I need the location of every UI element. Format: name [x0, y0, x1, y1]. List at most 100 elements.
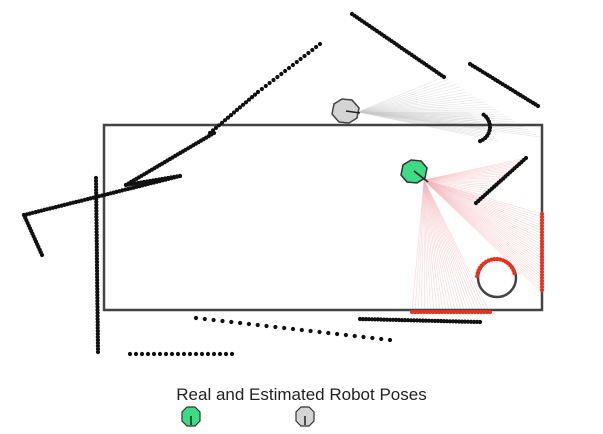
scan-point [396, 317, 402, 323]
scan-point [94, 250, 99, 256]
scan-point [405, 318, 411, 323]
scan-ray [357, 111, 475, 118]
scan-point [95, 274, 100, 280]
matched-point [436, 309, 442, 315]
scan-ray [423, 179, 543, 254]
real-robot-scan-rays [411, 157, 543, 313]
scan-point [94, 238, 99, 244]
scan-point [453, 319, 459, 324]
scan-ray [423, 179, 438, 313]
scan-point [471, 319, 477, 324]
scan-point [94, 226, 99, 232]
scan-point [169, 351, 175, 357]
scan-point [95, 349, 101, 355]
scan-ray [423, 179, 428, 313]
matched-point [433, 309, 439, 315]
scan-point [205, 351, 211, 357]
matched-point [418, 309, 424, 315]
scan-point [157, 351, 163, 357]
scan-point [95, 295, 100, 301]
scan-ray [414, 179, 425, 313]
scan-point [246, 321, 251, 327]
scan-ray [423, 179, 456, 313]
scan-point [94, 256, 99, 262]
scan-ray [423, 179, 543, 248]
scan-point [450, 319, 456, 324]
matched-point [466, 309, 472, 315]
scan-ray [357, 96, 477, 113]
matched-point [445, 309, 451, 315]
scan-ray [423, 179, 543, 251]
scan-point [402, 318, 408, 323]
scan-point [393, 317, 399, 322]
scan-point [231, 110, 237, 115]
scan-point [426, 318, 432, 323]
scan-point [94, 241, 99, 247]
scan-ray [423, 179, 475, 313]
scan-point [441, 319, 447, 324]
scan-point [95, 292, 100, 298]
scan-point [246, 97, 252, 102]
scan-point [202, 316, 207, 322]
scan-point [95, 343, 100, 349]
matched-point [539, 242, 545, 247]
scan-point [474, 319, 480, 324]
scan-point [411, 318, 417, 323]
scan-ray [357, 111, 479, 122]
matched-point [475, 309, 481, 315]
scan-point [473, 200, 479, 206]
scan-ray [423, 168, 514, 181]
scan-point [222, 118, 228, 123]
scan-point [275, 74, 280, 80]
matched-point [539, 284, 545, 290]
scan-point [375, 317, 381, 322]
matched-point [412, 309, 418, 315]
scan-point [352, 333, 357, 339]
scan-point [249, 95, 255, 100]
scan-point [414, 318, 420, 323]
scan-point [95, 280, 100, 286]
scan-point [252, 92, 258, 97]
scan-ray [357, 81, 453, 113]
scan-ray [357, 104, 489, 113]
matched-point [492, 257, 497, 262]
scan-point [213, 125, 219, 130]
scan-ray [423, 179, 444, 313]
scan-point [294, 59, 299, 65]
scan-point [94, 190, 99, 196]
scan-ray [423, 179, 472, 313]
matched-point [427, 309, 433, 315]
scan-point [95, 277, 100, 283]
scan-point [94, 229, 99, 235]
scan-ray [357, 86, 461, 113]
matched-point [539, 214, 545, 220]
scan-point [223, 351, 229, 357]
scan-point [255, 322, 260, 328]
matched-point [424, 309, 430, 315]
matched-point [539, 272, 545, 277]
scan-ray [423, 179, 481, 313]
scan-ray [423, 179, 543, 268]
matched-point [539, 245, 545, 250]
scan-ray [423, 179, 543, 240]
matched-point [421, 309, 427, 315]
scan-ray [423, 179, 487, 194]
scan-point [335, 331, 340, 337]
scan-ray [423, 179, 465, 313]
scan-point [94, 199, 99, 205]
scan-point [361, 334, 366, 340]
scan-point [259, 86, 264, 92]
scan-ray [423, 179, 478, 313]
scan-point [225, 115, 231, 120]
scan-ray [423, 179, 543, 260]
scan-point [95, 328, 100, 334]
scan-point [372, 317, 378, 322]
scan-ray [357, 106, 493, 113]
scan-point [94, 217, 99, 223]
scan-point [94, 253, 99, 259]
matched-point [469, 309, 475, 315]
scan-point [243, 100, 249, 105]
scan-point [95, 331, 100, 337]
scan-ray [423, 179, 543, 285]
scan-point [302, 53, 307, 59]
